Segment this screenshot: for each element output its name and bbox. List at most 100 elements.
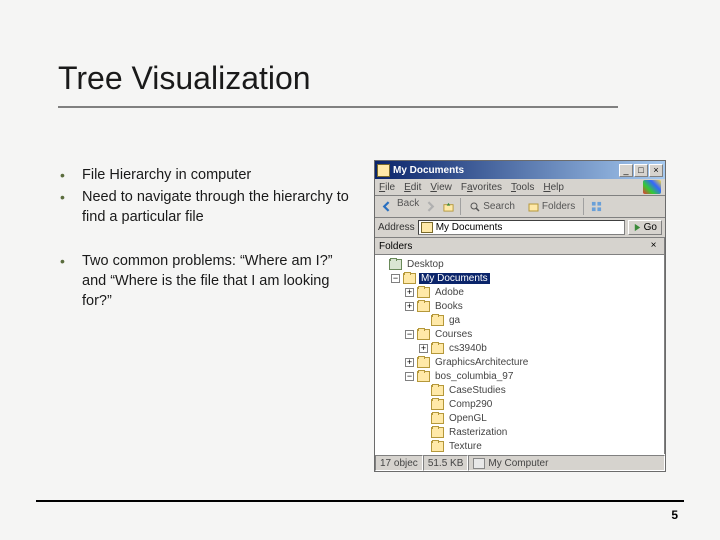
expand-icon[interactable]: + [405, 358, 414, 367]
folders-label: Folders [542, 201, 575, 212]
tree-node-label[interactable]: Courses [433, 329, 474, 340]
tree-node-label[interactable]: cs3940b [447, 343, 489, 354]
back-label[interactable]: Back [397, 198, 419, 215]
tree-node[interactable]: − Courses [377, 327, 662, 341]
tree-node-label[interactable]: Adobe [433, 287, 466, 298]
folder-icon [431, 315, 444, 326]
status-bar: 17 objec 51.5 KB My Computer [375, 454, 665, 471]
tree-spacer [419, 400, 428, 409]
tree-node[interactable]: OpenGL [377, 411, 662, 425]
menu-favorites[interactable]: Favorites [461, 182, 502, 193]
window-icon [377, 164, 390, 177]
tree-node[interactable]: Desktop [377, 257, 662, 271]
page-number: 5 [671, 508, 678, 522]
tree-node-label[interactable]: OpenGL [447, 413, 489, 424]
tree-node[interactable]: Comp290 [377, 397, 662, 411]
address-label: Address [378, 222, 415, 233]
menu-view[interactable]: View [430, 182, 452, 193]
bullet-text: File Hierarchy in computer [82, 165, 251, 185]
expand-icon[interactable]: + [419, 344, 428, 353]
status-location-text: My Computer [488, 458, 548, 469]
tree-node[interactable]: ga [377, 313, 662, 327]
collapse-icon[interactable]: − [391, 274, 400, 283]
tree-node[interactable]: + cs3940b [377, 341, 662, 355]
tree-node-label[interactable]: Texture [447, 441, 484, 452]
menu-edit[interactable]: Edit [404, 182, 421, 193]
go-icon [633, 223, 642, 232]
search-icon [469, 201, 481, 213]
menu-tools[interactable]: Tools [511, 182, 534, 193]
tree-node-label[interactable]: CaseStudies [447, 385, 508, 396]
tree-node-label[interactable]: Comp290 [447, 399, 494, 410]
status-location: My Computer [468, 455, 665, 471]
tree-node-label[interactable]: bos_columbia_97 [433, 371, 515, 382]
bullet-marker-icon: • [60, 251, 82, 311]
close-button[interactable]: × [649, 164, 663, 177]
explorer-window: My Documents _ □ × File Edit View Favori… [374, 160, 666, 472]
folders-button[interactable]: Folders [523, 198, 580, 215]
forward-button[interactable] [420, 198, 438, 215]
minimize-button[interactable]: _ [619, 164, 633, 177]
folders-icon [528, 201, 540, 213]
window-title: My Documents [393, 165, 619, 176]
collapse-icon[interactable]: − [405, 372, 414, 381]
folder-tree[interactable]: Desktop−My Documents+Adobe+Booksga−Cours… [375, 255, 664, 454]
content-area: Folders × Desktop−My Documents+Adobe+Boo… [375, 238, 665, 454]
folder-icon [431, 427, 444, 438]
tree-node-label[interactable]: Books [433, 301, 465, 312]
folders-pane-close-button[interactable]: × [647, 240, 660, 253]
arrow-left-icon [382, 201, 393, 212]
tree-node-label[interactable]: My Documents [419, 273, 490, 284]
tree-node-label[interactable]: ga [447, 315, 462, 326]
search-button[interactable]: Search [464, 198, 520, 215]
go-button[interactable]: Go [628, 220, 662, 235]
titlebar[interactable]: My Documents _ □ × [375, 161, 665, 179]
bullet-item: • Two common problems: “Where am I?” and… [60, 251, 360, 311]
tree-node[interactable]: + Books [377, 299, 662, 313]
folder-icon [417, 357, 430, 368]
folder-icon [431, 441, 444, 452]
folder-icon [417, 287, 430, 298]
tree-spacer [419, 428, 428, 437]
back-button[interactable] [378, 198, 396, 215]
tree-node-label[interactable]: Rasterization [447, 427, 509, 438]
collapse-icon[interactable]: − [405, 330, 414, 339]
tree-node[interactable]: + GraphicsArchitecture [377, 355, 662, 369]
menu-bar: File Edit View Favorites Tools Help [375, 179, 665, 196]
tree-node[interactable]: CaseStudies [377, 383, 662, 397]
tree-node[interactable]: Texture [377, 439, 662, 453]
folder-icon [431, 413, 444, 424]
tree-node[interactable]: + Adobe [377, 285, 662, 299]
folders-pane: Folders × Desktop−My Documents+Adobe+Boo… [375, 238, 665, 454]
views-icon [591, 201, 602, 212]
folder-icon [431, 385, 444, 396]
folder-icon [431, 399, 444, 410]
desktop-icon [389, 259, 402, 270]
folder-up-icon [443, 201, 454, 212]
tree-node[interactable]: − My Documents [377, 271, 662, 285]
footer-divider [36, 500, 684, 502]
menu-file[interactable]: File [379, 182, 395, 193]
tree-node-label[interactable]: GraphicsArchitecture [433, 357, 530, 368]
bullet-marker-icon: • [60, 165, 82, 185]
search-label: Search [483, 201, 515, 212]
address-field[interactable]: My Documents [418, 220, 625, 235]
tree-spacer [419, 386, 428, 395]
expand-icon[interactable]: + [405, 302, 414, 311]
slide-title: Tree Visualization [58, 60, 311, 97]
views-button[interactable] [587, 198, 605, 215]
bullet-marker-icon: • [60, 187, 82, 227]
folder-icon [417, 371, 430, 382]
menu-help[interactable]: Help [543, 182, 564, 193]
windows-logo-icon [643, 180, 661, 194]
tree-node[interactable]: − bos_columbia_97 [377, 369, 662, 383]
folders-pane-header: Folders × [375, 238, 664, 255]
expand-icon[interactable]: + [405, 288, 414, 297]
tree-node-label[interactable]: Desktop [405, 259, 446, 270]
slide: Tree Visualization • File Hierarchy in c… [0, 0, 720, 540]
up-button[interactable] [439, 198, 457, 215]
arrow-right-icon [424, 201, 435, 212]
tree-node[interactable]: Rasterization [377, 425, 662, 439]
tree-spacer [419, 414, 428, 423]
maximize-button[interactable]: □ [634, 164, 648, 177]
